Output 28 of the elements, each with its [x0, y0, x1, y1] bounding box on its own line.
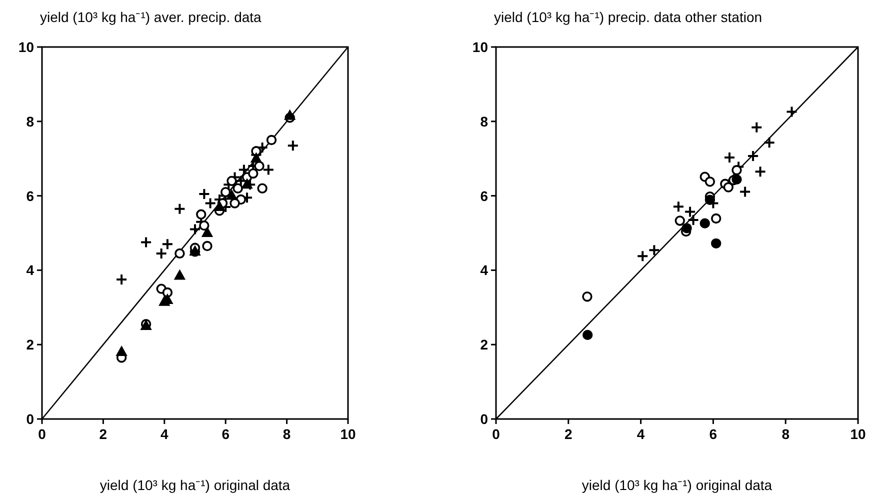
x-tick-label: 4: [160, 426, 168, 442]
x-tick-label: 6: [222, 426, 230, 442]
y-tick-label: 6: [26, 188, 34, 204]
x-tick-label: 2: [99, 426, 108, 442]
y-tick-label: 6: [480, 188, 488, 204]
y-tick-label: 2: [480, 336, 488, 353]
x-tick-label: 8: [782, 426, 790, 442]
x-axis-title: yield (10³ kg ha⁻¹) original data: [100, 477, 290, 493]
y-tick-label: 4: [480, 262, 488, 278]
x-tick-label: 10: [850, 426, 866, 442]
x-tick-label: 6: [709, 426, 718, 442]
y-tick-label: 10: [472, 39, 488, 55]
x-tick-label: 2: [564, 426, 572, 442]
y-tick-label: 10: [18, 39, 34, 55]
y-tick-label: 8: [480, 113, 488, 130]
y-axis-title: yield (10³ kg ha⁻¹) aver. precip. data: [40, 9, 262, 25]
x-tick-label: 4: [636, 426, 645, 442]
y-tick-label: 4: [26, 262, 34, 278]
y-tick-label: 0: [480, 411, 488, 427]
x-tick-label: 10: [340, 426, 356, 442]
x-tick-label: 8: [282, 426, 291, 442]
x-tick-label: 0: [38, 426, 46, 442]
y-tick-label: 0: [26, 411, 34, 427]
y-tick-label: 2: [26, 336, 34, 353]
y-tick-label: 8: [26, 113, 34, 130]
y-axis-title: yield (10³ kg ha⁻¹) precip. data other station: [494, 9, 762, 25]
x-axis-title: yield (10³ kg ha⁻¹) original data: [582, 477, 772, 493]
x-tick-label: 0: [492, 426, 500, 442]
